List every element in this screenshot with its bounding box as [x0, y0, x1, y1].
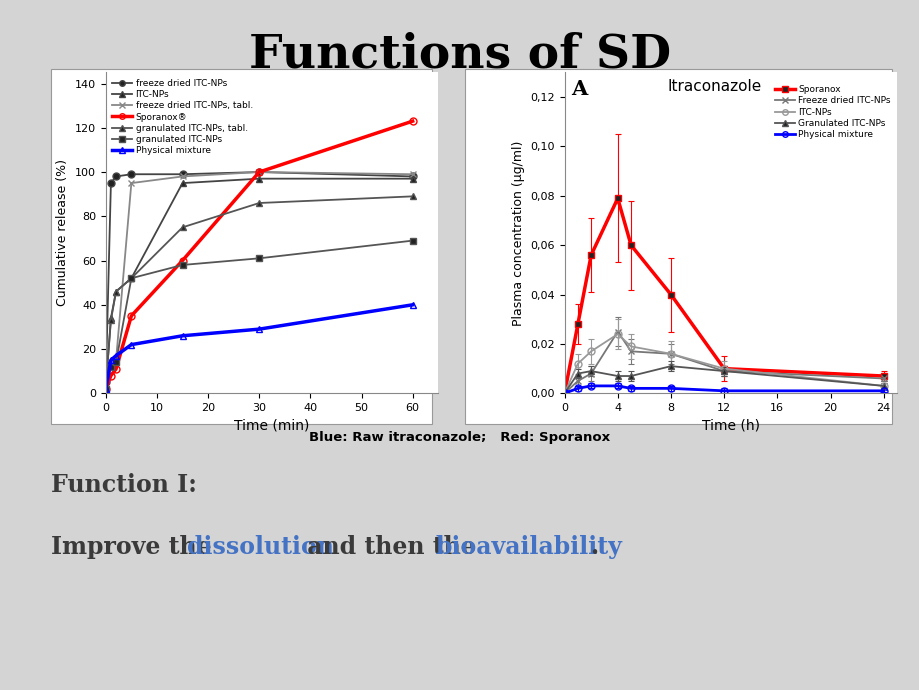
Physical mixture: [100, 385, 111, 393]
ITC-NPs: [126, 274, 137, 282]
Line: Physical mixture: Physical mixture: [102, 302, 415, 393]
freeze dried ITC-NPs: [110, 172, 121, 181]
granulated ITC-NPs: [100, 385, 111, 393]
Line: granulated ITC-NPs, tabl.: granulated ITC-NPs, tabl.: [102, 193, 415, 390]
freeze dried ITC-NPs, tabl.: [176, 172, 187, 181]
granulated ITC-NPs, tabl.: [176, 223, 187, 231]
freeze dried ITC-NPs: [254, 168, 265, 176]
granulated ITC-NPs: [126, 274, 137, 282]
ITC-NPs: [106, 314, 117, 322]
Text: Functions of SD: Functions of SD: [249, 31, 670, 77]
Physical mixture: [126, 340, 137, 348]
granulated ITC-NPs: [176, 261, 187, 269]
Text: dissolution: dissolution: [187, 535, 334, 559]
Legend: Sporanox, Freeze dried ITC-NPs, ITC-NPs, Granulated ITC-NPs, Physical mixture: Sporanox, Freeze dried ITC-NPs, ITC-NPs,…: [772, 83, 891, 141]
Physical mixture: [110, 351, 121, 359]
Line: Sporanox®: Sporanox®: [102, 118, 415, 393]
Physical mixture: [254, 325, 265, 333]
granulated ITC-NPs: [407, 237, 418, 245]
freeze dried ITC-NPs: [100, 378, 111, 386]
freeze dried ITC-NPs, tabl.: [106, 360, 117, 368]
granulated ITC-NPs, tabl.: [254, 199, 265, 207]
X-axis label: Time (h): Time (h): [701, 419, 759, 433]
Line: granulated ITC-NPs: granulated ITC-NPs: [102, 237, 415, 393]
Y-axis label: Cumulative release (%): Cumulative release (%): [56, 159, 69, 306]
granulated ITC-NPs: [110, 358, 121, 366]
Line: freeze dried ITC-NPs, tabl.: freeze dried ITC-NPs, tabl.: [102, 168, 415, 393]
Line: freeze dried ITC-NPs: freeze dried ITC-NPs: [102, 168, 415, 386]
Physical mixture: [176, 332, 187, 340]
freeze dried ITC-NPs, tabl.: [126, 179, 137, 187]
granulated ITC-NPs, tabl.: [407, 193, 418, 201]
granulated ITC-NPs: [254, 254, 265, 262]
Sporanox®: [254, 168, 265, 176]
freeze dried ITC-NPs, tabl.: [110, 356, 121, 364]
Text: bioavailability: bioavailability: [435, 535, 621, 559]
granulated ITC-NPs, tabl.: [110, 287, 121, 295]
Text: and then the: and then the: [299, 535, 483, 559]
freeze dried ITC-NPs: [176, 170, 187, 179]
ITC-NPs: [100, 382, 111, 391]
granulated ITC-NPs, tabl.: [106, 316, 117, 324]
freeze dried ITC-NPs, tabl.: [254, 168, 265, 176]
granulated ITC-NPs, tabl.: [126, 274, 137, 282]
ITC-NPs: [407, 175, 418, 183]
freeze dried ITC-NPs, tabl.: [407, 170, 418, 179]
X-axis label: Time (min): Time (min): [234, 419, 310, 433]
Sporanox®: [106, 371, 117, 380]
Sporanox®: [407, 117, 418, 126]
freeze dried ITC-NPs, tabl.: [100, 385, 111, 393]
freeze dried ITC-NPs: [407, 172, 418, 181]
ITC-NPs: [254, 175, 265, 183]
ITC-NPs: [176, 179, 187, 187]
Text: Itraconazole: Itraconazole: [666, 79, 760, 94]
Sporanox®: [100, 385, 111, 393]
freeze dried ITC-NPs: [106, 179, 117, 187]
Y-axis label: Plasma concentration (μg/ml): Plasma concentration (μg/ml): [511, 140, 524, 326]
ITC-NPs: [110, 287, 121, 295]
Text: .: .: [589, 535, 597, 559]
Sporanox®: [176, 257, 187, 265]
Sporanox®: [110, 365, 121, 373]
Text: Improve the: Improve the: [51, 535, 220, 559]
granulated ITC-NPs, tabl.: [100, 382, 111, 391]
Text: Function I:: Function I:: [51, 473, 197, 497]
Physical mixture: [407, 301, 418, 309]
Line: ITC-NPs: ITC-NPs: [102, 175, 415, 390]
granulated ITC-NPs: [106, 363, 117, 371]
freeze dried ITC-NPs: [126, 170, 137, 179]
Text: A: A: [571, 79, 587, 99]
Sporanox®: [126, 312, 137, 320]
Text: Blue: Raw itraconazole;   Red: Sporanox: Blue: Raw itraconazole; Red: Sporanox: [309, 431, 610, 444]
Legend: freeze dried ITC-NPs, ITC-NPs, freeze dried ITC-NPs, tabl., Sporanox®, granulate: freeze dried ITC-NPs, ITC-NPs, freeze dr…: [110, 77, 255, 157]
Physical mixture: [106, 356, 117, 364]
